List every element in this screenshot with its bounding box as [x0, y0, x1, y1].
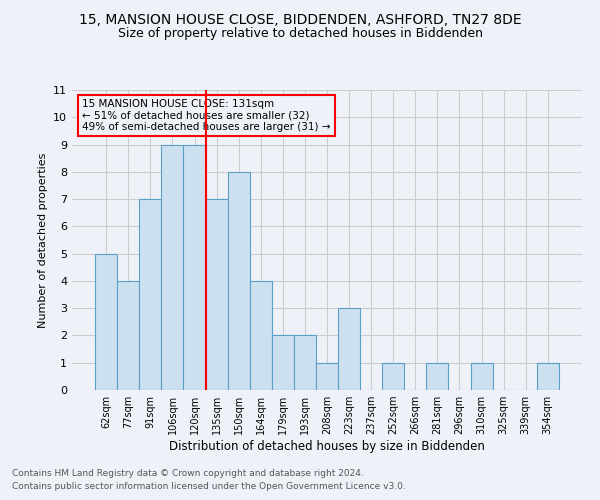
Bar [427, 362, 448, 390]
Bar [316, 362, 338, 390]
Y-axis label: Number of detached properties: Number of detached properties [38, 152, 47, 328]
Bar [294, 336, 316, 390]
Text: Size of property relative to detached houses in Biddenden: Size of property relative to detached ho… [118, 28, 482, 40]
Bar [272, 336, 294, 390]
Bar [161, 144, 184, 390]
Text: Contains HM Land Registry data © Crown copyright and database right 2024.: Contains HM Land Registry data © Crown c… [12, 468, 364, 477]
Text: Contains public sector information licensed under the Open Government Licence v3: Contains public sector information licen… [12, 482, 406, 491]
Bar [537, 362, 559, 390]
Bar [250, 281, 272, 390]
X-axis label: Distribution of detached houses by size in Biddenden: Distribution of detached houses by size … [169, 440, 485, 453]
Bar [338, 308, 360, 390]
Bar [117, 281, 139, 390]
Bar [95, 254, 117, 390]
Bar [184, 144, 206, 390]
Text: 15, MANSION HOUSE CLOSE, BIDDENDEN, ASHFORD, TN27 8DE: 15, MANSION HOUSE CLOSE, BIDDENDEN, ASHF… [79, 12, 521, 26]
Bar [470, 362, 493, 390]
Bar [206, 199, 227, 390]
Bar [139, 199, 161, 390]
Bar [227, 172, 250, 390]
Text: 15 MANSION HOUSE CLOSE: 131sqm
← 51% of detached houses are smaller (32)
49% of : 15 MANSION HOUSE CLOSE: 131sqm ← 51% of … [82, 99, 331, 132]
Bar [382, 362, 404, 390]
